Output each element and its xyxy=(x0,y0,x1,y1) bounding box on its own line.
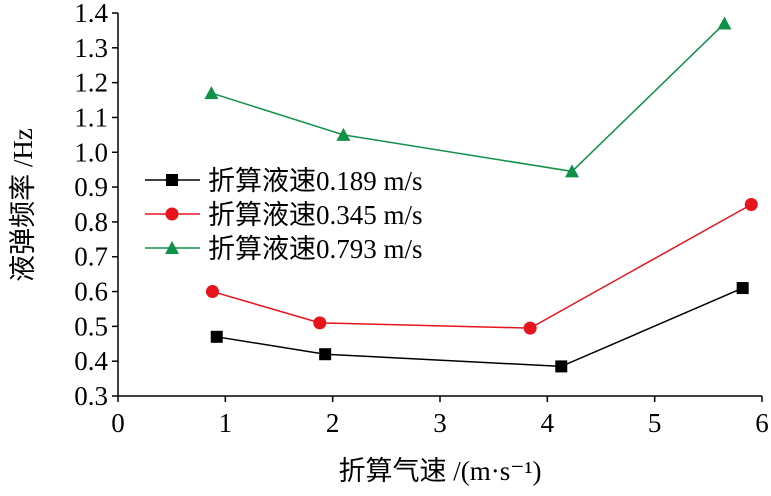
legend-label: 折算液速0.345 m/s xyxy=(208,200,423,230)
y-axis-label: 液弹频率 /Hz xyxy=(8,128,38,282)
y-tick-label: 0.9 xyxy=(74,172,108,202)
y-tick-label: 1.2 xyxy=(74,68,108,98)
marker xyxy=(736,282,749,295)
marker xyxy=(717,16,732,30)
y-tick-label: 0.6 xyxy=(74,277,108,307)
legend-marker xyxy=(166,174,178,186)
series-line xyxy=(212,203,752,329)
y-tick-label: 0.4 xyxy=(74,346,108,376)
x-tick-label: 5 xyxy=(648,408,662,438)
x-tick-label: 6 xyxy=(755,408,769,438)
y-tick-label: 0.5 xyxy=(74,311,108,341)
marker xyxy=(319,348,332,361)
x-tick-label: 4 xyxy=(541,408,555,438)
legend-marker xyxy=(165,207,179,221)
y-tick-label: 1.0 xyxy=(74,137,108,167)
x-tick-label: 3 xyxy=(433,408,447,438)
x-axis-label: 折算气速 /(m·s⁻¹) xyxy=(338,456,541,486)
x-tick-label: 0 xyxy=(111,408,125,438)
x-tick-label: 2 xyxy=(326,408,340,438)
marker xyxy=(205,285,219,299)
legend-label: 折算液速0.793 m/s xyxy=(208,234,423,264)
y-tick-label: 0.3 xyxy=(74,381,108,411)
y-tick-label: 1.3 xyxy=(74,33,108,63)
legend-marker xyxy=(165,241,179,254)
marker xyxy=(555,360,568,373)
marker xyxy=(313,316,327,330)
marker xyxy=(336,127,351,141)
marker xyxy=(210,330,223,343)
series-line xyxy=(211,22,725,173)
marker xyxy=(523,321,537,335)
marker xyxy=(565,164,580,178)
series-line xyxy=(216,287,743,368)
legend-label: 折算液速0.189 m/s xyxy=(208,166,423,196)
y-tick-label: 0.7 xyxy=(74,242,108,272)
y-tick-label: 0.8 xyxy=(74,207,108,237)
x-tick-label: 1 xyxy=(219,408,233,438)
marker xyxy=(744,198,758,211)
marker xyxy=(204,86,219,100)
y-tick-label: 1.4 xyxy=(74,0,108,28)
y-tick-label: 1.1 xyxy=(74,102,108,132)
